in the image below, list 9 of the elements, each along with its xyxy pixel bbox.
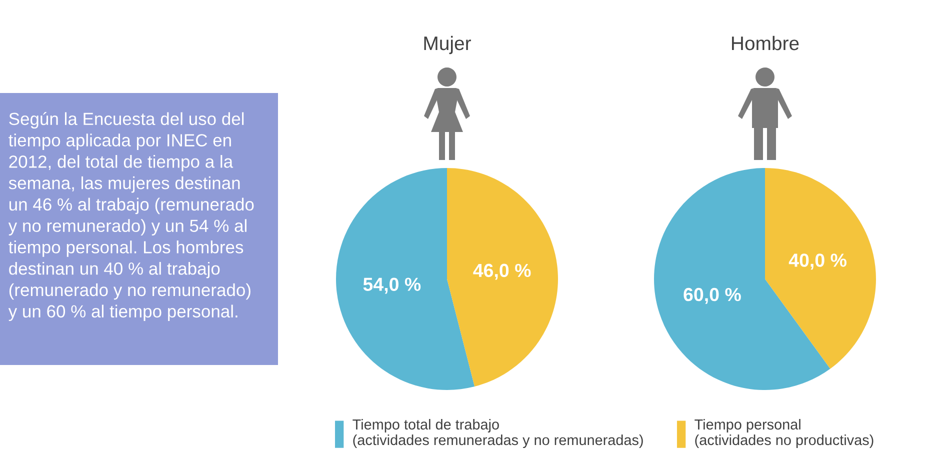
slice-label: Mujer xyxy=(424,36,471,54)
legend-label: Tiempo total de trabajo (actividades remuneradas y no remuneradas) xyxy=(352,418,643,448)
data-label: 54,0 % xyxy=(363,278,421,294)
slice-label: Hombre xyxy=(732,36,799,50)
text: Según la Encuesta del uso del tiempo aplicada por INEC en 2012, del total de tiempo a la semana, las mujeres destinan un 46 % al trabajo (remunerado y no remunerado) y un 54 % al tiempo personal. Los hombres destinan un 40 % al trabajo (remunerado y no remunerado) y un 60 % al tiempo personal. xyxy=(8,112,254,322)
data-label: 60,0 % xyxy=(684,288,741,304)
data-label: 40,0 % xyxy=(788,254,846,270)
data-label: 46,0 % xyxy=(473,264,531,280)
legend-label: Tiempo personal (actividades no productivas) xyxy=(694,418,874,448)
